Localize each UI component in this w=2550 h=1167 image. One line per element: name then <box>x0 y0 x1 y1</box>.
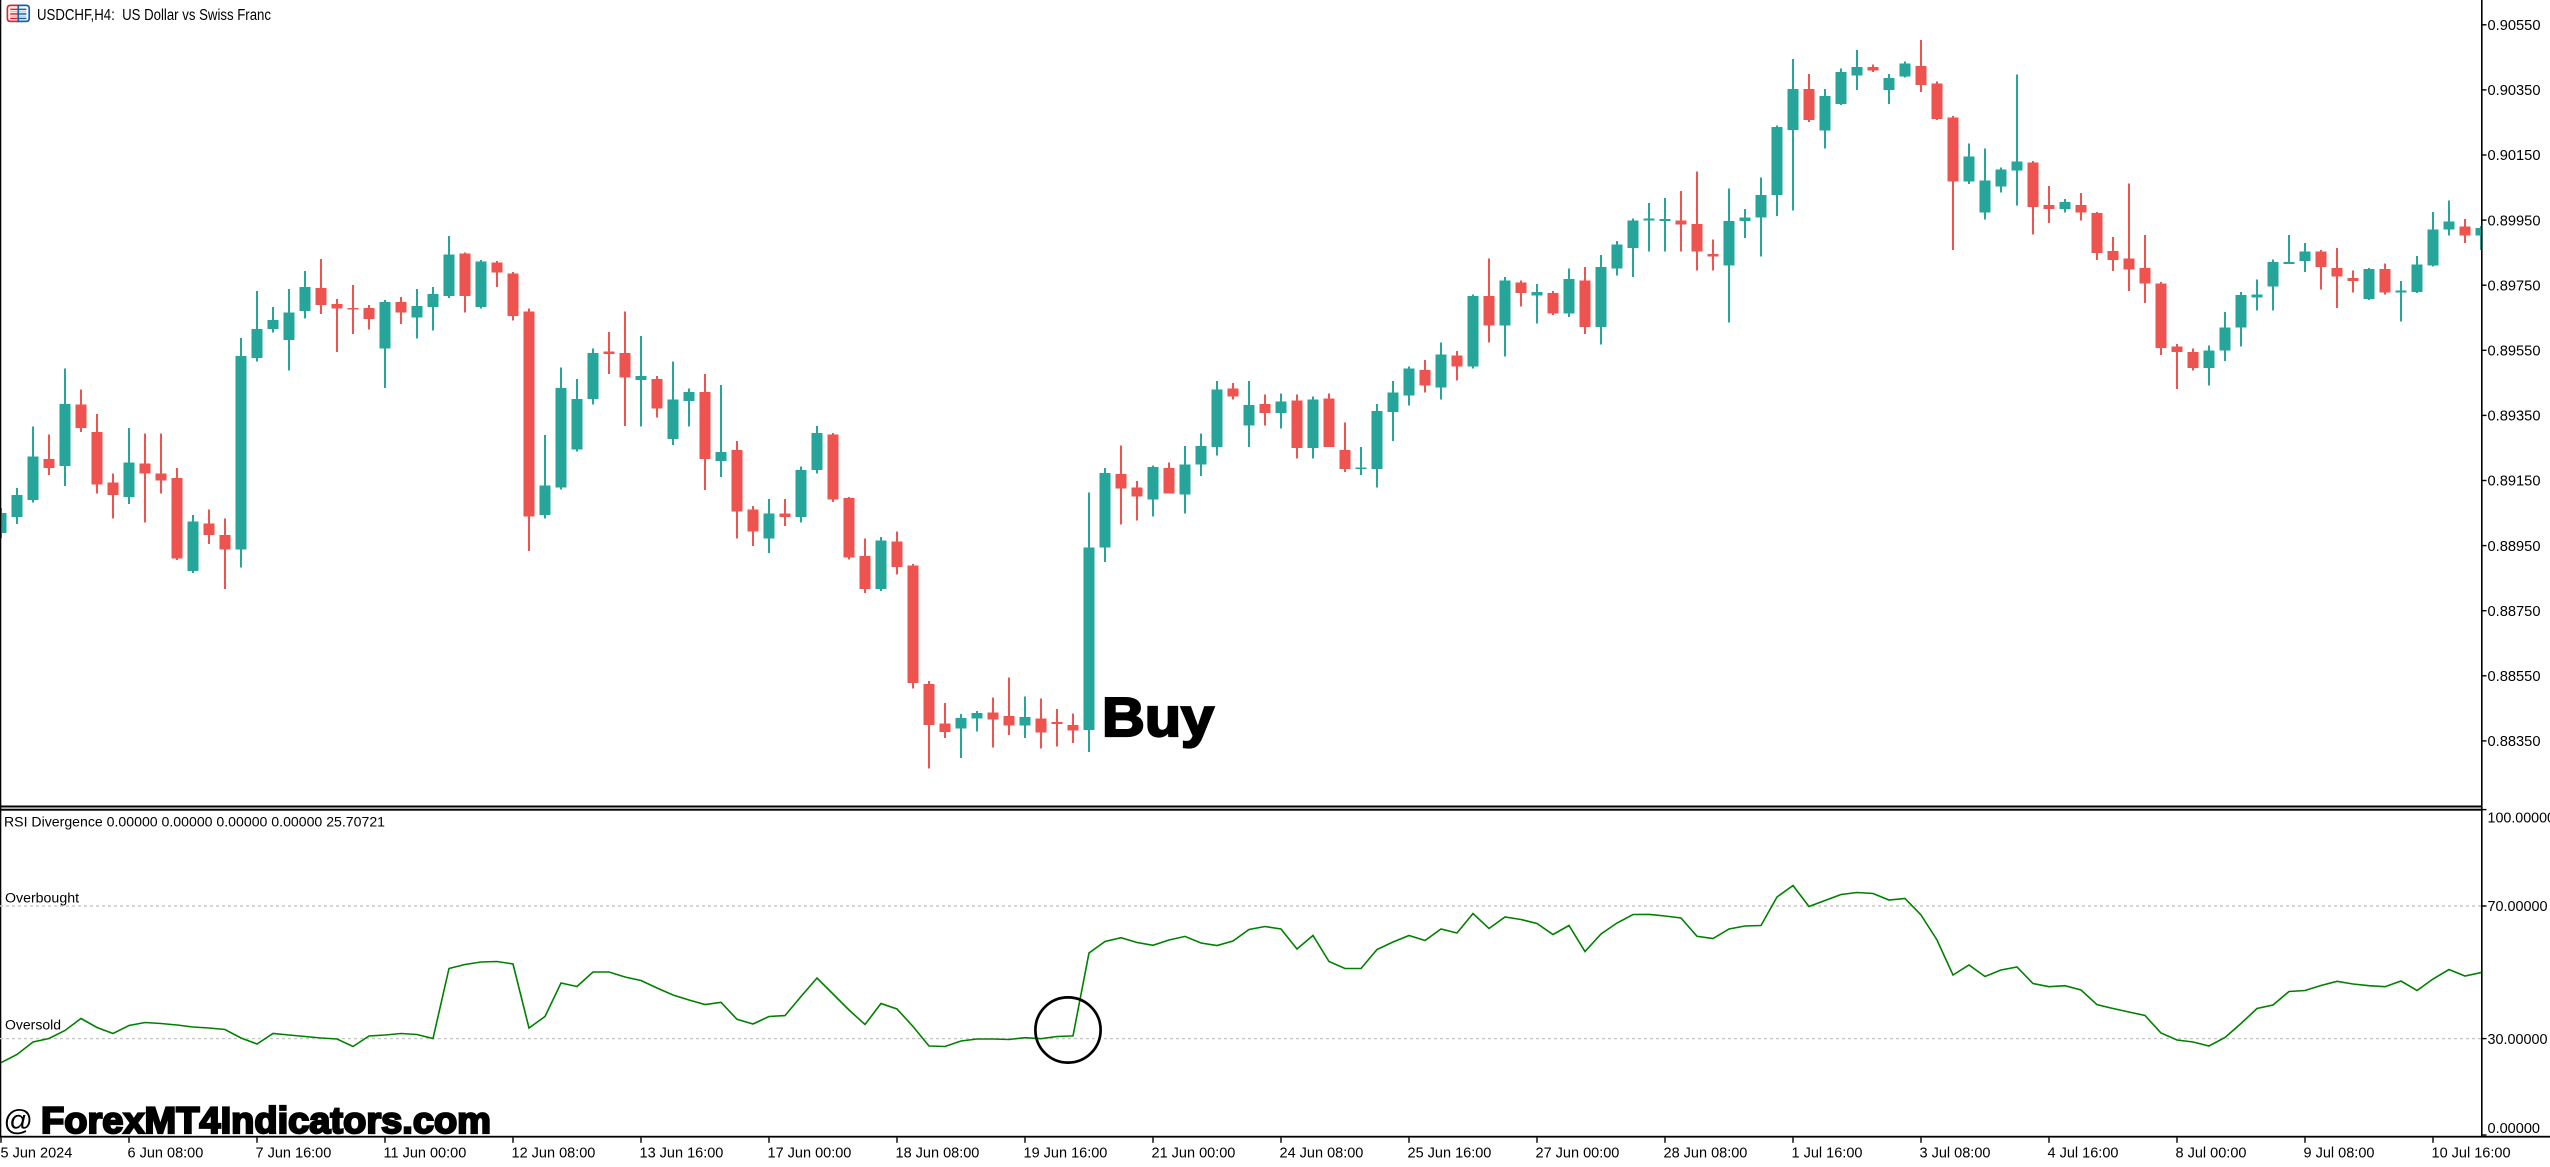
svg-text:1 Jul 16:00: 1 Jul 16:00 <box>1792 1146 1863 1162</box>
svg-text:0.90350: 0.90350 <box>2488 83 2541 99</box>
svg-text:5 Jun 2024: 5 Jun 2024 <box>1 1146 73 1162</box>
svg-text:27 Jun 00:00: 27 Jun 00:00 <box>1536 1146 1620 1162</box>
svg-text:Buy: Buy <box>1102 686 1214 748</box>
svg-text:25 Jun 16:00: 25 Jun 16:00 <box>1408 1146 1492 1162</box>
svg-text:0.88550: 0.88550 <box>2488 669 2541 685</box>
svg-text:3 Jul 08:00: 3 Jul 08:00 <box>1920 1146 1991 1162</box>
svg-text:0.89750: 0.89750 <box>2488 278 2541 294</box>
svg-text:24 Jun 08:00: 24 Jun 08:00 <box>1280 1146 1364 1162</box>
svg-text:0.90550: 0.90550 <box>2488 18 2541 34</box>
svg-text:6 Jun 08:00: 6 Jun 08:00 <box>128 1146 204 1162</box>
svg-text:Oversold: Oversold <box>5 1017 61 1032</box>
svg-text:0.00000: 0.00000 <box>2488 1121 2541 1137</box>
svg-text:RSI Divergence 0.00000 0.00000: RSI Divergence 0.00000 0.00000 0.00000 0… <box>4 815 385 830</box>
svg-text:70.00000: 70.00000 <box>2488 899 2548 915</box>
svg-text:0.90150: 0.90150 <box>2488 148 2541 164</box>
svg-text:100.00000: 100.00000 <box>2488 811 2550 827</box>
svg-text:13 Jun 16:00: 13 Jun 16:00 <box>640 1146 724 1162</box>
svg-text:28 Jun 08:00: 28 Jun 08:00 <box>1664 1146 1748 1162</box>
svg-text:9 Jul 08:00: 9 Jul 08:00 <box>2304 1146 2375 1162</box>
svg-text:19 Jun 16:00: 19 Jun 16:00 <box>1024 1146 1108 1162</box>
svg-text:0.88350: 0.88350 <box>2488 734 2541 750</box>
svg-text:0.89550: 0.89550 <box>2488 344 2541 360</box>
svg-text:Overbought: Overbought <box>5 890 79 905</box>
svg-text:0.89350: 0.89350 <box>2488 409 2541 425</box>
svg-text:4 Jul 16:00: 4 Jul 16:00 <box>2048 1146 2119 1162</box>
svg-text:8 Jul 00:00: 8 Jul 00:00 <box>2176 1146 2247 1162</box>
svg-text:10 Jul 16:00: 10 Jul 16:00 <box>2432 1146 2511 1162</box>
svg-text:0.88950: 0.88950 <box>2488 539 2541 555</box>
svg-text:0.89950: 0.89950 <box>2488 213 2541 229</box>
svg-text:7 Jun 16:00: 7 Jun 16:00 <box>256 1146 332 1162</box>
svg-text:ForexMT4Indicators.com: ForexMT4Indicators.com <box>41 1100 491 1141</box>
svg-text:0.88750: 0.88750 <box>2488 604 2541 620</box>
svg-text:12 Jun 08:00: 12 Jun 08:00 <box>512 1146 596 1162</box>
svg-text:0.89150: 0.89150 <box>2488 474 2541 490</box>
svg-text:11 Jun 00:00: 11 Jun 00:00 <box>384 1146 467 1162</box>
svg-text:USDCHF,H4: US Dollar vs Swiss: USDCHF,H4: US Dollar vs Swiss Franc <box>37 7 271 24</box>
svg-text:21 Jun 00:00: 21 Jun 00:00 <box>1152 1146 1236 1162</box>
svg-text:17 Jun 00:00: 17 Jun 00:00 <box>768 1146 852 1162</box>
svg-text:@: @ <box>4 1105 33 1137</box>
svg-text:30.00000: 30.00000 <box>2488 1032 2548 1048</box>
svg-text:18 Jun 08:00: 18 Jun 08:00 <box>896 1146 980 1162</box>
